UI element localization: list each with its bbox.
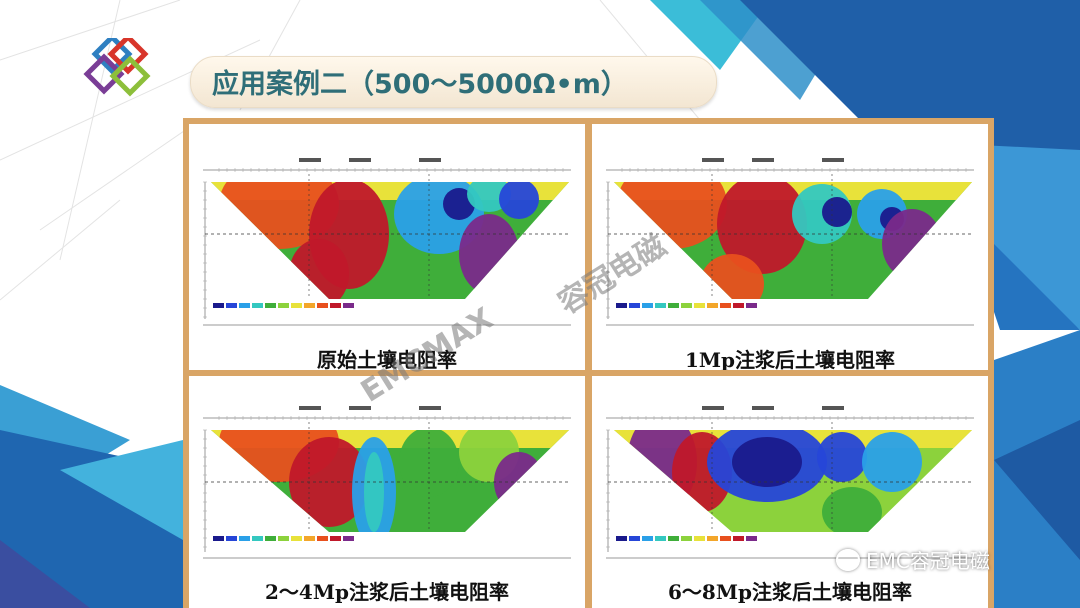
resistivity-section-plot (606, 158, 974, 326)
resistivity-section-plot (203, 406, 571, 559)
panel-1mp: 1Mp注浆后土壤电阻率 (592, 124, 988, 370)
company-logo (83, 38, 151, 97)
panel-caption: 1Mp注浆后土壤电阻率 (684, 348, 896, 370)
panel-caption: 原始土壤电阻率 (317, 348, 457, 370)
wechat-account-label: EMC容冠电磁 (836, 545, 990, 574)
panel-original: 原始土壤电阻率 (189, 124, 585, 370)
resistivity-section-plot (203, 158, 571, 326)
wechat-account-name: EMC容冠电磁 (866, 549, 990, 573)
panel-caption: 2～4Mp注浆后土壤电阻率 (265, 580, 509, 604)
wechat-icon (836, 549, 860, 571)
slide-title: 应用案例二（500～5000Ω•m） (212, 69, 628, 100)
panel-6-8mp: 6～8Mp注浆后土壤电阻率 (592, 376, 988, 608)
panel-caption: 6～8Mp注浆后土壤电阻率 (668, 580, 912, 604)
resistivity-section-plot (606, 406, 974, 559)
title-banner (190, 56, 717, 108)
panel-2-4mp: 2～4Mp注浆后土壤电阻率 (189, 376, 585, 608)
